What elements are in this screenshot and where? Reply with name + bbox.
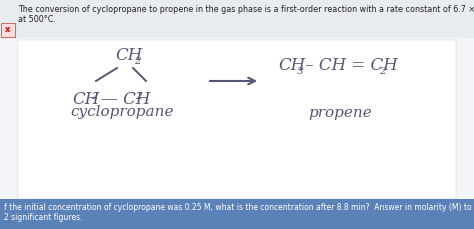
Text: CH: CH — [278, 57, 305, 74]
FancyBboxPatch shape — [1, 23, 15, 37]
Text: 2: 2 — [91, 92, 98, 101]
Text: 2: 2 — [134, 57, 141, 66]
Text: The conversion of cyclopropane to propene in the gas phase is a first-order reac: The conversion of cyclopropane to propen… — [18, 5, 474, 14]
FancyBboxPatch shape — [0, 199, 474, 229]
Text: propene: propene — [308, 106, 372, 120]
Text: CH: CH — [115, 47, 142, 64]
FancyBboxPatch shape — [1, 23, 15, 37]
Text: 3: 3 — [297, 67, 304, 76]
Text: at 500°C.: at 500°C. — [18, 15, 56, 24]
Text: CH: CH — [72, 91, 99, 108]
Text: – CH = CH: – CH = CH — [300, 57, 398, 74]
Text: 2: 2 — [135, 92, 142, 101]
Text: cyclopropane: cyclopropane — [70, 105, 173, 119]
FancyBboxPatch shape — [0, 0, 474, 38]
Text: 2: 2 — [379, 67, 386, 76]
Text: f the initial concentration of cyclopropane was 0.25 M, what is the concentratio: f the initial concentration of cycloprop… — [4, 203, 472, 212]
Text: — CH: — CH — [96, 91, 150, 108]
Text: x: x — [5, 25, 11, 35]
Text: 2 significant figures.: 2 significant figures. — [4, 213, 82, 222]
FancyBboxPatch shape — [18, 40, 456, 199]
